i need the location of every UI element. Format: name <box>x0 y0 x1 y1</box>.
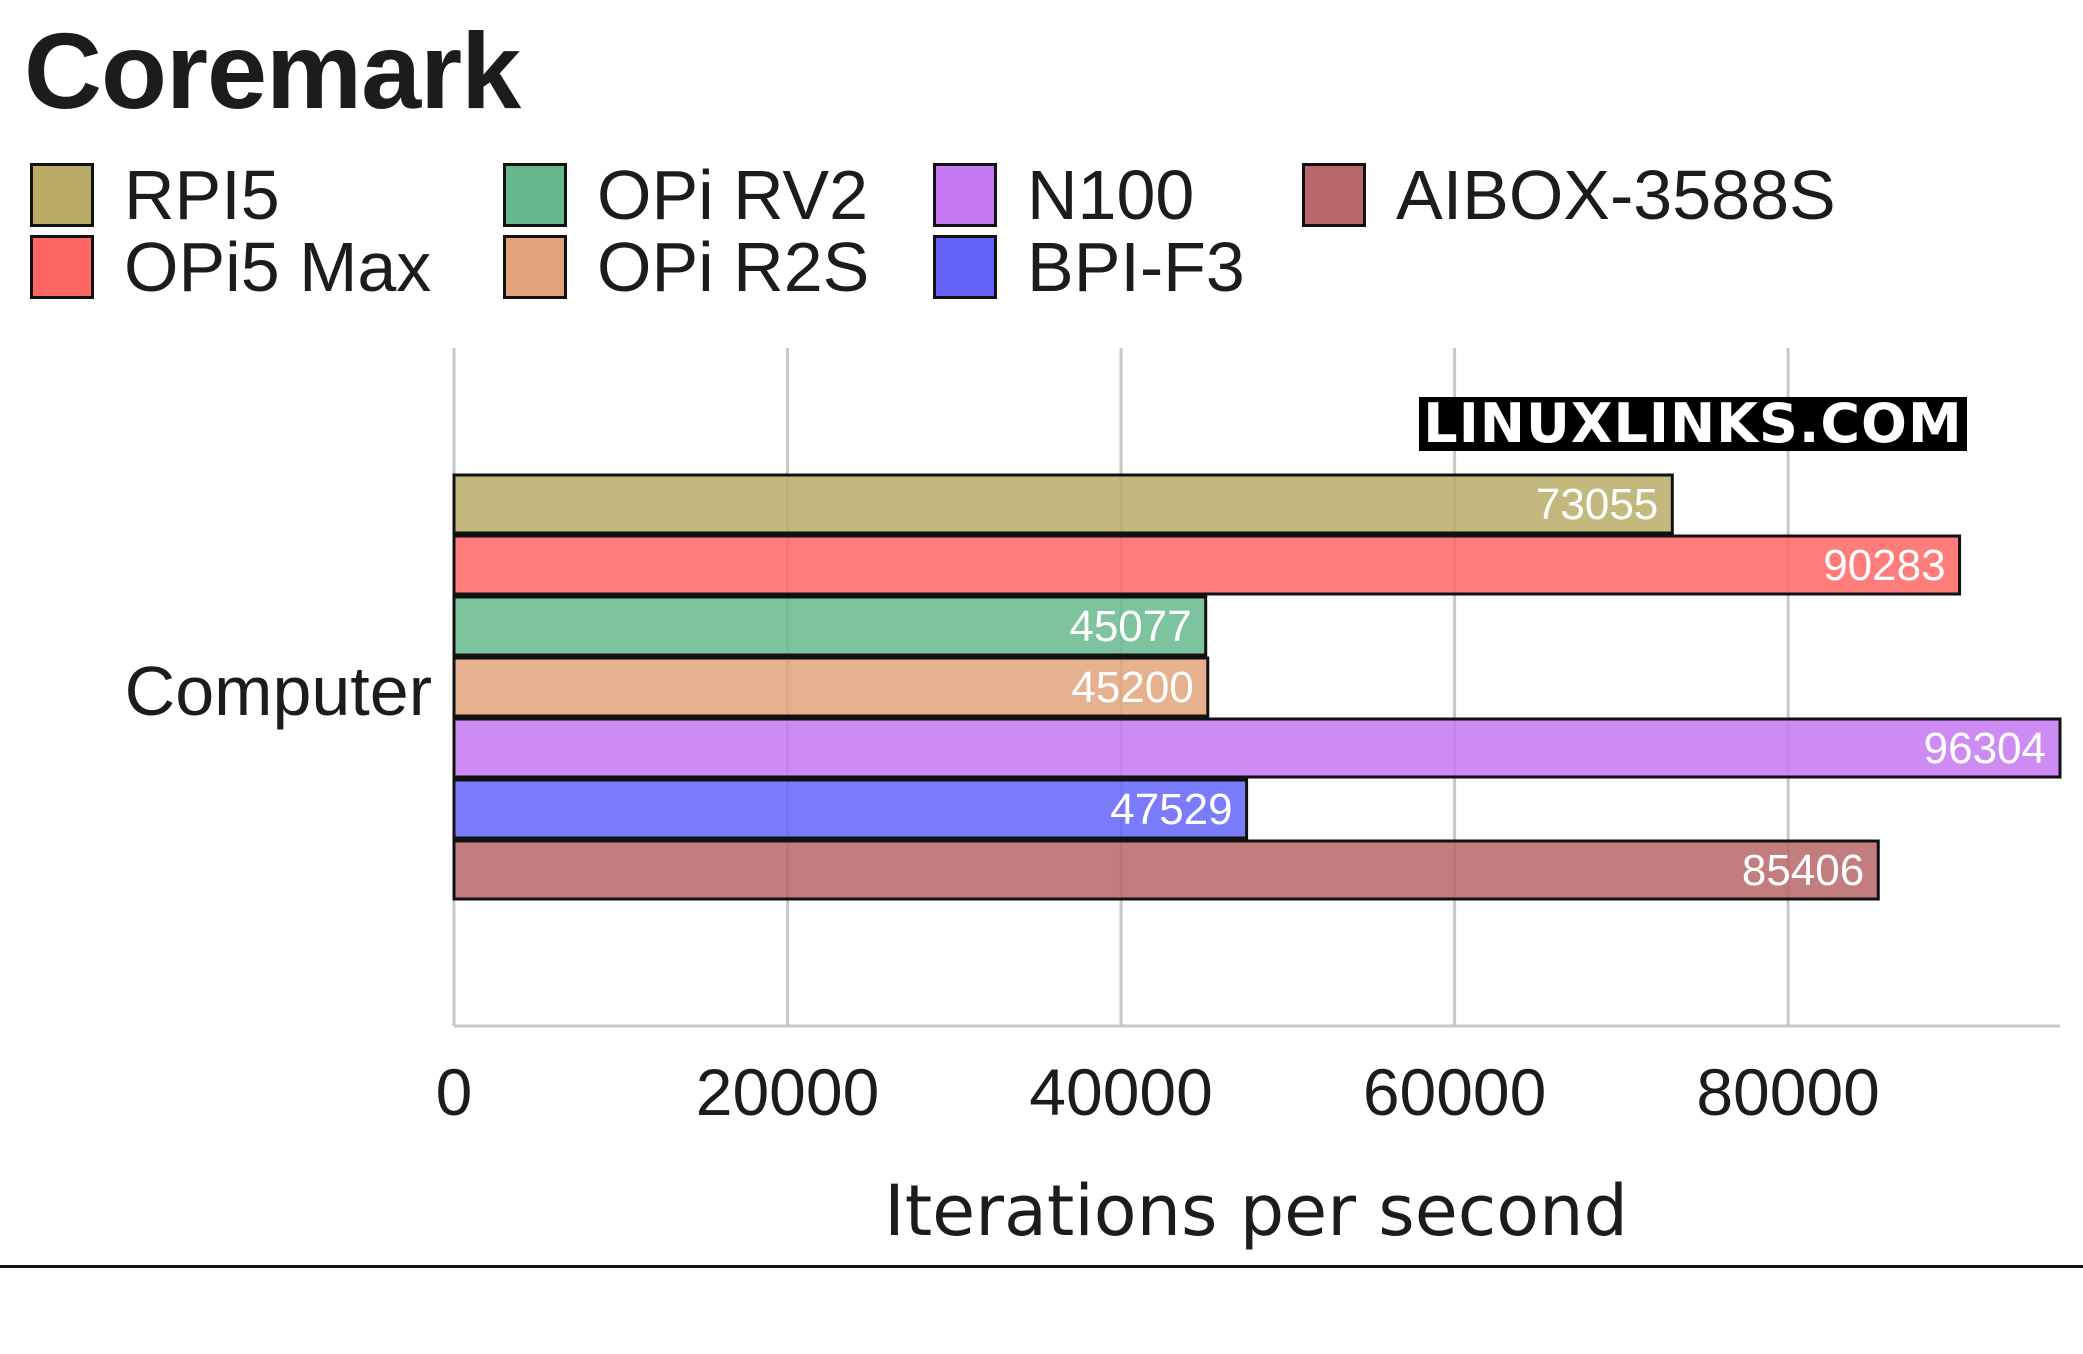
x-tick-label: 40000 <box>1029 1055 1213 1129</box>
x-axis-title: Iterations per second <box>884 1170 1628 1252</box>
legend-swatch <box>1302 163 1366 227</box>
bottom-rule <box>0 1265 2083 1268</box>
bar-aibox-3588s <box>452 839 1880 901</box>
legend-item: OPi5 Max <box>30 228 431 306</box>
legend-item: AIBOX-3588S <box>1302 156 1836 234</box>
y-category-label: Computer <box>125 652 432 730</box>
legend-item: OPi RV2 <box>503 156 868 234</box>
bar-bpi-f3 <box>452 778 1249 840</box>
legend-label: OPi RV2 <box>597 156 869 234</box>
bar-value-label: 85406 <box>1742 846 1864 895</box>
legend-swatch <box>30 163 94 227</box>
watermark-text: LINUXLINKS.COM <box>1423 392 1962 455</box>
bar-value-label: 90283 <box>1823 541 1945 590</box>
legend-swatch <box>503 163 567 227</box>
bar-opi-rv2 <box>452 595 1208 657</box>
legend-item: RPI5 <box>30 156 280 234</box>
bar-rpi5 <box>452 473 1674 535</box>
legend-label: OPi5 Max <box>124 228 432 306</box>
axes: 0 20000 40000 60000 80000 Computer Iterations … <box>125 652 2060 1252</box>
x-tick-label: 20000 <box>696 1055 880 1129</box>
bars <box>452 473 2062 901</box>
bar-value-label: 73055 <box>1536 480 1658 529</box>
bar-value-label: 96304 <box>1924 724 2046 773</box>
bar-opi-r2s <box>452 656 1210 718</box>
legend: RPI5 OPi RV2 N100 AIBOX-3588S OPi5 Max OPi R2… <box>0 0 2083 320</box>
legend-item: OPi R2S <box>503 228 869 306</box>
legend-label: RPI5 <box>124 156 280 234</box>
bar-n100 <box>452 717 2062 779</box>
x-tick-label: 0 <box>436 1055 473 1129</box>
legend-item: N100 <box>933 156 1194 234</box>
x-tick-label: 80000 <box>1696 1055 1880 1129</box>
legend-swatch <box>933 163 997 227</box>
bar-value-label: 47529 <box>1110 785 1232 834</box>
legend-label: OPi R2S <box>597 228 870 306</box>
bar-value-label: 45200 <box>1071 663 1193 712</box>
data-labels: 73055 90283 45077 45200 96304 47529 85406 <box>1069 480 2046 895</box>
bar-value-label: 45077 <box>1069 602 1191 651</box>
legend-swatch <box>30 235 94 299</box>
legend-swatch <box>933 235 997 299</box>
legend-swatch <box>503 235 567 299</box>
legend-item: BPI-F3 <box>933 228 1245 306</box>
x-tick-label: 60000 <box>1363 1055 1547 1129</box>
bar-opi5-max <box>452 534 1962 596</box>
watermark-logo: LINUXLINKS.COM <box>1419 392 1967 455</box>
legend-label: AIBOX-3588S <box>1396 156 1836 234</box>
legend-label: BPI-F3 <box>1027 228 1245 306</box>
legend-label: N100 <box>1027 156 1195 234</box>
chart-title: Coremark <box>24 10 521 131</box>
